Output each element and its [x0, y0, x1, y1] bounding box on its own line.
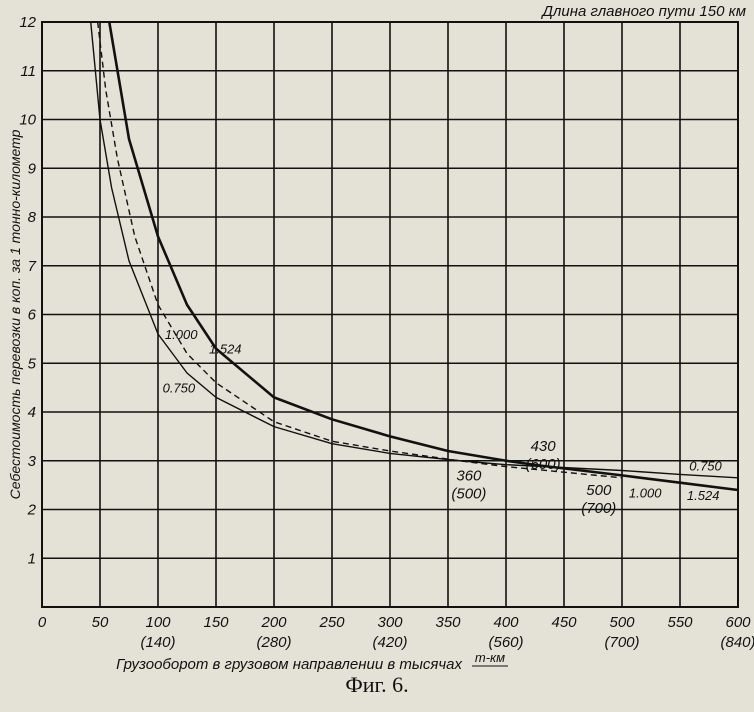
chart-title: Длина главного пути 150 км	[540, 3, 746, 20]
y-tick-label: 4	[28, 404, 36, 421]
y-tick-label: 12	[19, 14, 36, 31]
curve-label: 1.000	[165, 327, 198, 342]
x-tick-secondary-label: (420)	[372, 634, 407, 651]
y-tick-label: 7	[28, 258, 37, 275]
series-line-1.000	[96, 21, 623, 479]
x-tick-label: 50	[92, 614, 109, 631]
x-tick-secondary-label: (140)	[140, 634, 175, 651]
x-axis-label: Грузооборот в грузовом направлении в тыс…	[116, 656, 462, 672]
x-tick-label: 450	[551, 614, 577, 631]
x-tick-secondary-label: (840)	[720, 634, 754, 651]
plot-frame	[41, 21, 739, 608]
x-tick-label: 100	[145, 614, 171, 631]
y-tick-label: 2	[27, 502, 37, 519]
curve-label: 1.000	[629, 485, 662, 500]
curve-label: 0.750	[163, 381, 196, 396]
y-tick-label: 6	[28, 307, 37, 324]
x-tick-label: 400	[493, 614, 519, 631]
x-tick-label: 200	[260, 614, 287, 631]
y-tick-label: 10	[19, 112, 36, 129]
y-tick-label: 11	[20, 63, 36, 80]
y-tick-label: 8	[28, 209, 37, 226]
annotation-label: (700)	[581, 500, 616, 517]
x-tick-label: 500	[609, 614, 635, 631]
x-tick-label: 150	[203, 614, 229, 631]
series-line-1.524	[107, 21, 739, 492]
x-tick-secondary-label: (560)	[488, 634, 523, 651]
x-tick-secondary-label: (700)	[604, 634, 639, 651]
x-tick-label: 300	[377, 614, 403, 631]
chart-svg: 0 50 100 150 200 250 300 350 400 450 500 550 600 (140…	[7, 3, 754, 682]
curve-label: 1.524	[209, 342, 242, 357]
curve-label: 1.524	[687, 488, 720, 503]
figure-caption: Фиг. 6.	[345, 672, 409, 697]
y-tick-label: 9	[28, 160, 37, 177]
annotation-label: 500	[586, 482, 612, 499]
x-tick-label: 550	[667, 614, 693, 631]
y-tick-label: 1	[28, 550, 36, 567]
y-axis-label: Себестоимость перевозки в коп. за 1 тонн…	[7, 129, 23, 499]
annotation-label: (500)	[451, 485, 486, 502]
x-unit-numerator: т-км	[475, 650, 505, 665]
x-tick-label: 600	[725, 614, 751, 631]
x-tick-label: 250	[318, 614, 345, 631]
annotation-label: 360	[456, 467, 482, 484]
y-tick-label: 5	[28, 355, 37, 372]
x-tick-label: 0	[38, 614, 47, 631]
x-tick-label: 350	[435, 614, 461, 631]
y-tick-label: 3	[28, 453, 37, 470]
annotation-label: (600)	[526, 456, 561, 473]
x-tick-secondary-label: (280)	[256, 634, 291, 651]
annotation-label: 430	[531, 438, 557, 455]
curve-label: 0.750	[689, 459, 722, 474]
series-line-0.750	[90, 21, 739, 479]
